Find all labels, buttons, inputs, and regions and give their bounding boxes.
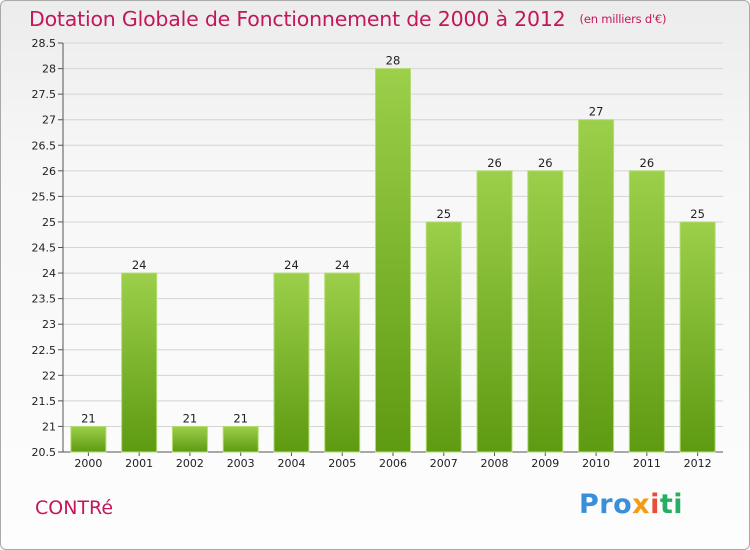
data-label-2000: 21	[81, 411, 96, 425]
bar-2007	[425, 221, 462, 453]
bar-2010	[578, 119, 615, 453]
y-tick-label: 21	[42, 420, 56, 433]
bar-2002	[171, 425, 208, 453]
x-tick-label-2009: 2009	[531, 457, 559, 470]
data-label-2011: 26	[640, 156, 655, 170]
commune-name: CONTRé	[35, 497, 114, 519]
data-label-2012: 25	[690, 207, 705, 221]
y-tick-label: 26	[42, 165, 56, 178]
y-tick-label: 28	[42, 63, 56, 76]
bar-2000	[70, 425, 107, 453]
bar-2009	[527, 170, 564, 453]
y-tick-label: 22	[42, 369, 56, 382]
y-tick-label: 23	[42, 318, 56, 331]
bar-2005	[324, 272, 361, 453]
data-label-2004: 24	[284, 258, 299, 272]
x-tick-label-2003: 2003	[227, 457, 255, 470]
proxiti-logo[interactable]: Proxiti	[579, 489, 683, 520]
x-tick-label-2001: 2001	[125, 457, 153, 470]
y-tick-label: 24	[42, 267, 56, 280]
logo-part-4: ti	[659, 489, 684, 520]
chart-subtitle: (en milliers d'€)	[579, 12, 667, 26]
x-tick-label-2002: 2002	[176, 457, 204, 470]
x-tick-label-2012: 2012	[684, 457, 712, 470]
y-tick-label: 23.5	[32, 293, 57, 306]
data-label-2002: 21	[183, 411, 198, 425]
y-tick-label: 27.5	[32, 88, 57, 101]
y-tick-label: 22.5	[32, 344, 57, 357]
data-label-2010: 27	[589, 105, 604, 119]
data-label-2003: 21	[233, 411, 248, 425]
bar-2012	[679, 221, 716, 453]
x-tick-label-2004: 2004	[277, 457, 305, 470]
chart-title: Dotation Globale de Fonctionnement de 20…	[29, 7, 667, 31]
bar-2003	[222, 425, 259, 453]
y-tick-label: 20.5	[32, 446, 57, 459]
logo-part-1: Pro	[579, 489, 633, 520]
x-tick-label-2007: 2007	[430, 457, 458, 470]
data-label-2009: 26	[538, 156, 553, 170]
bar-2011	[628, 170, 665, 453]
x-tick-label-2005: 2005	[328, 457, 356, 470]
x-tick-label-2011: 2011	[633, 457, 661, 470]
logo-part-2: x	[632, 489, 651, 520]
bars	[70, 68, 716, 453]
y-tick-label: 25	[42, 216, 56, 229]
y-tick-label: 27	[42, 114, 56, 127]
x-tick-label-2006: 2006	[379, 457, 407, 470]
bar-2001	[121, 272, 158, 453]
x-tick-label-2008: 2008	[481, 457, 509, 470]
y-tick-label: 24.5	[32, 242, 57, 255]
bar-2006	[375, 68, 411, 453]
y-tick-label: 25.5	[32, 190, 57, 203]
x-tick-label-2000: 2000	[74, 457, 102, 470]
labels: 20.5 21 21.5 22 22.5 23 23.5 24 24.5 25 25.5 26 26.5…	[32, 37, 712, 470]
data-label-2007: 25	[436, 207, 451, 221]
y-tick-label: 26.5	[32, 139, 57, 152]
logo-part-3: i	[650, 489, 660, 520]
bar-2008	[476, 170, 513, 453]
data-label-2006: 28	[386, 54, 401, 68]
data-label-2005: 24	[335, 258, 350, 272]
y-tick-label: 21.5	[32, 395, 57, 408]
x-tick-label-2010: 2010	[582, 457, 610, 470]
chart-title-text: Dotation Globale de Fonctionnement de 20…	[29, 7, 566, 31]
y-tick-label: 28.5	[32, 37, 57, 50]
data-label-2001: 24	[132, 258, 147, 272]
bar-2004	[273, 272, 310, 453]
data-label-2008: 26	[487, 156, 502, 170]
